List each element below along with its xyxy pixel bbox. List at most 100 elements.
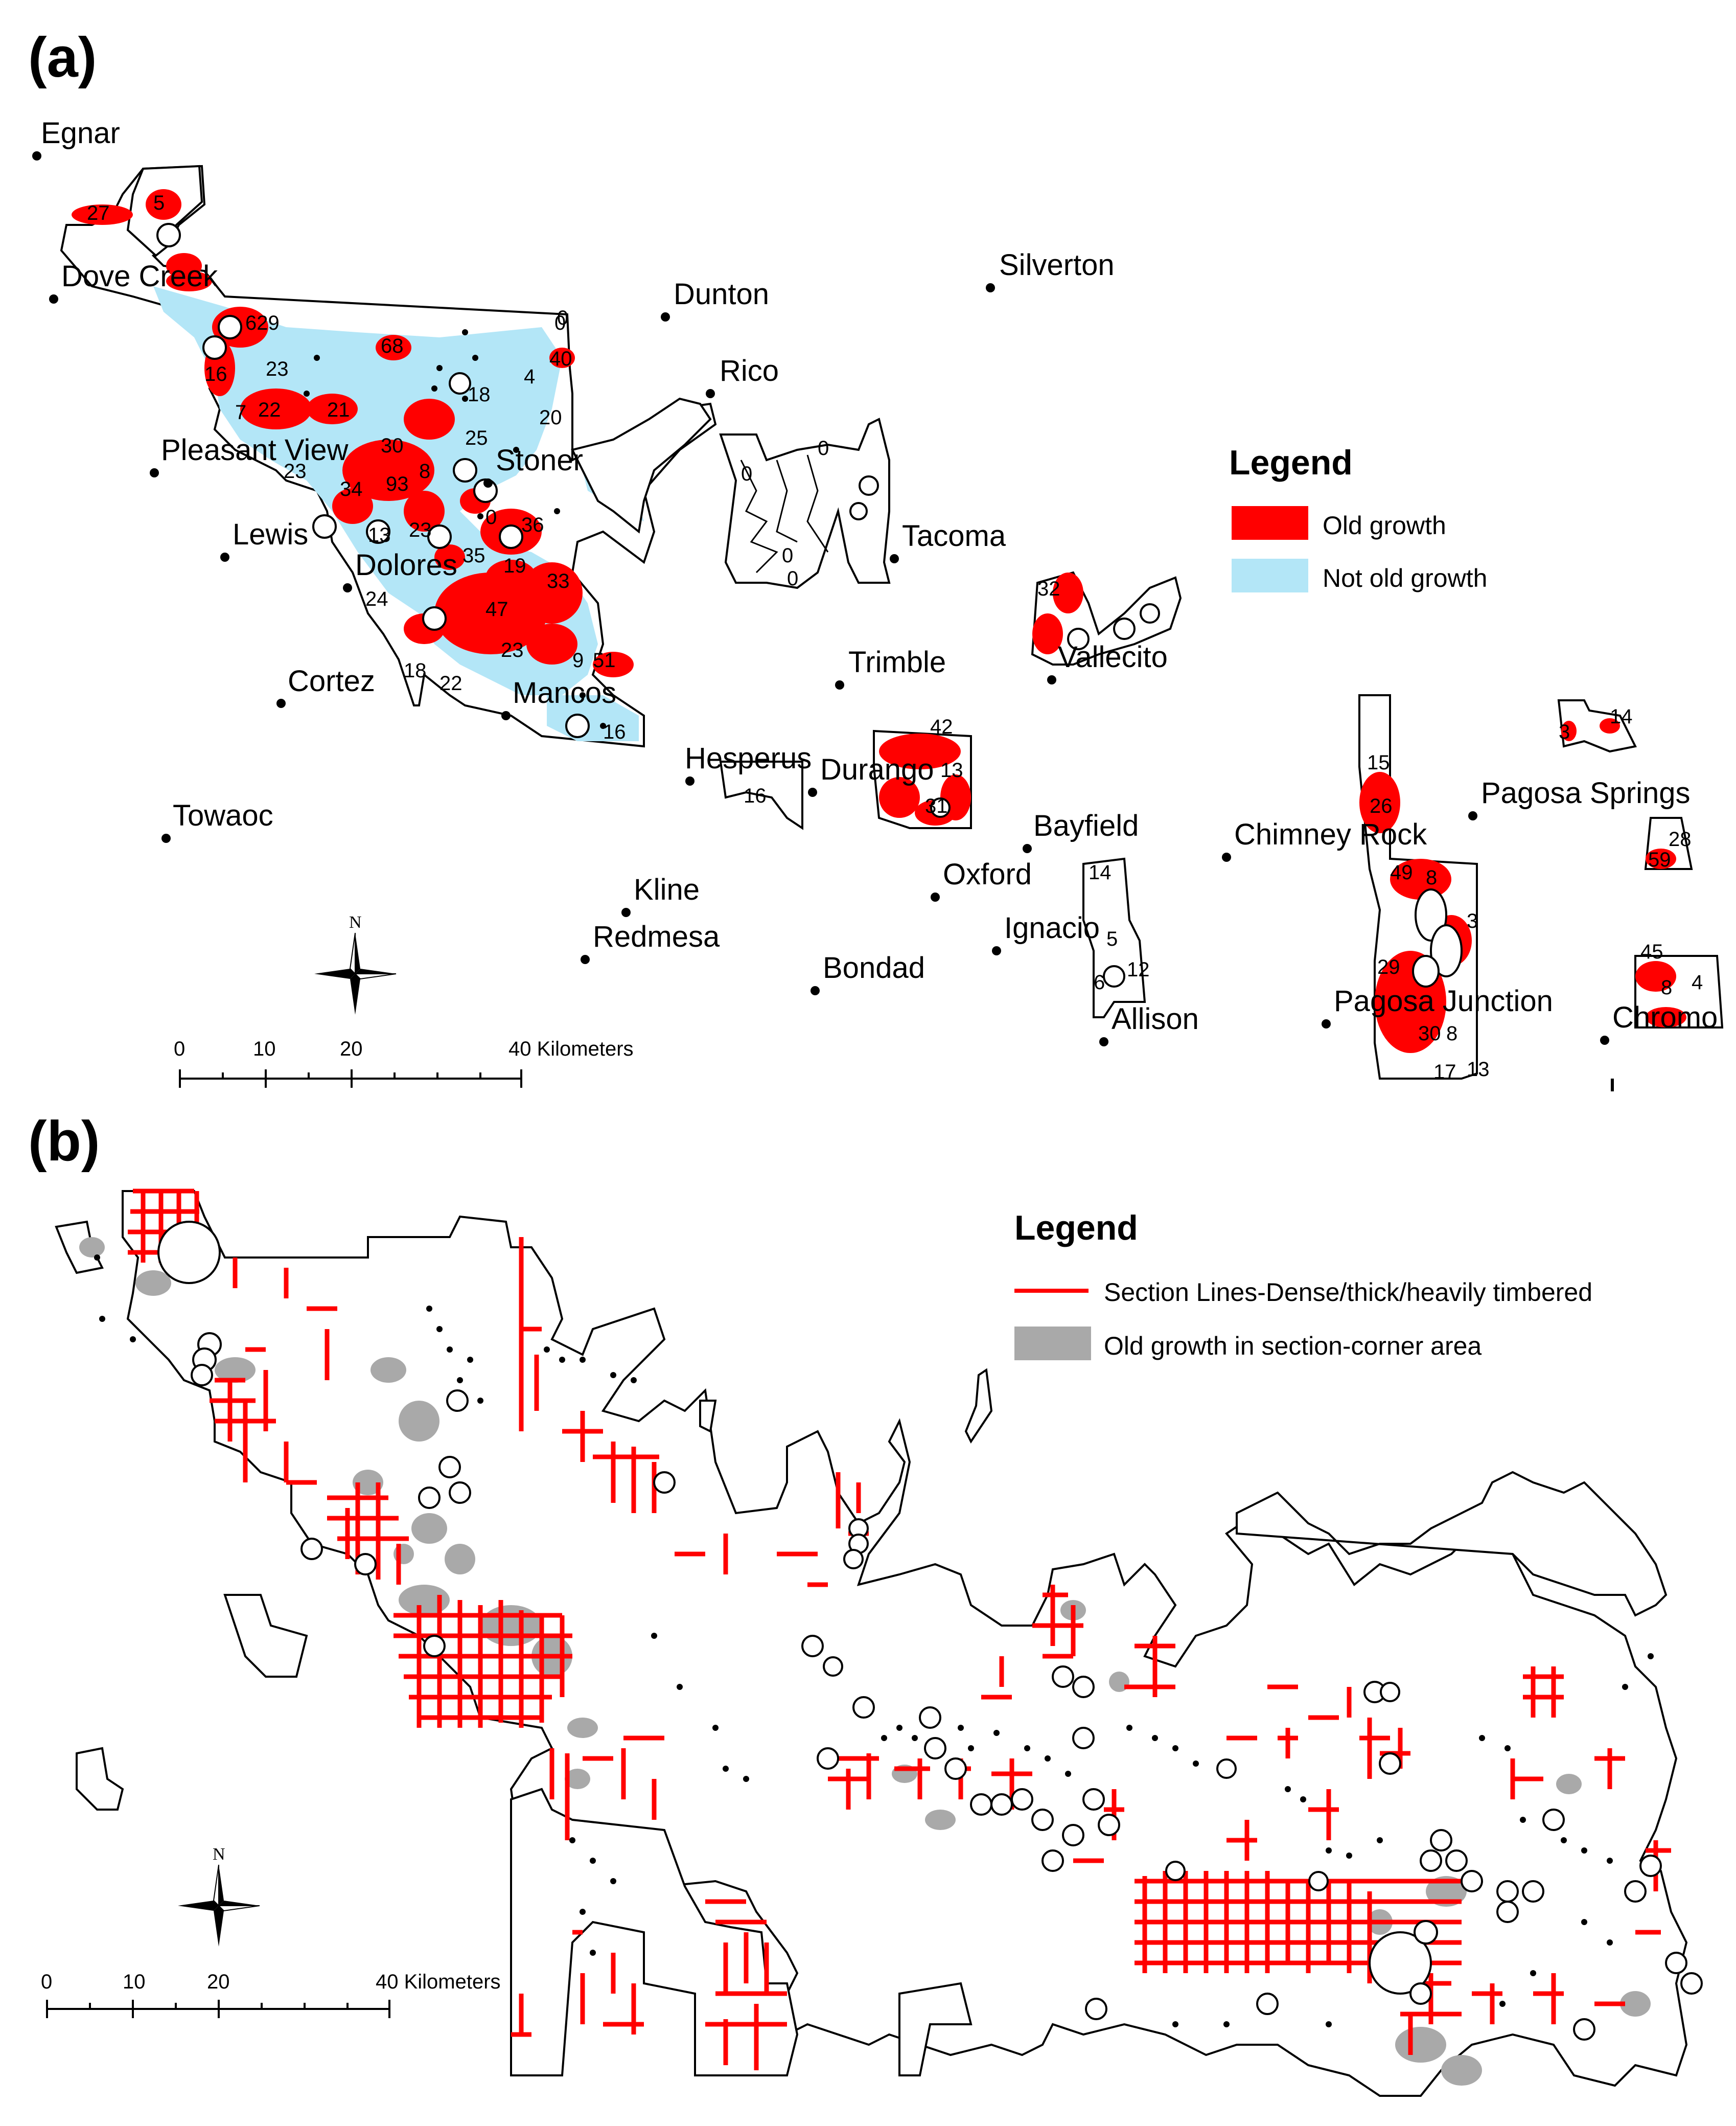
vallecito-unit — [1031, 571, 1182, 666]
plot-number: 36 — [521, 514, 544, 536]
town-label: Cortez — [288, 665, 375, 698]
plot-number: 33 — [547, 570, 570, 592]
town-label: Pagosa Junction — [1334, 985, 1553, 1018]
old-growth-areas — [166, 253, 634, 677]
legend-label: Old growth in section-corner area — [1104, 1332, 1482, 1360]
plot-number: 45 — [1640, 941, 1663, 963]
plot-number: 23 — [284, 460, 307, 483]
legend-a: Legend Old growth Not old growth — [1229, 443, 1487, 592]
plot-number: 4 — [1692, 971, 1703, 994]
plot-number: 629 — [245, 312, 280, 334]
plot-number: 13 — [368, 524, 391, 546]
detached-6 — [699, 1400, 717, 1433]
town-label: Dove Creek — [61, 260, 218, 293]
town-label: Egnar — [41, 117, 120, 150]
hesperus-unit — [719, 761, 803, 830]
plot-number: 32 — [1037, 578, 1060, 600]
plot-number: 7 — [235, 401, 246, 424]
dots-b — [94, 1254, 1654, 2027]
legend-title: Legend — [1014, 1208, 1138, 1247]
plot-number: 40 — [549, 348, 572, 370]
detached-4 — [898, 1982, 973, 2076]
town-label: Dunton — [674, 278, 769, 311]
legend-title: Legend — [1229, 443, 1353, 482]
legend-label: Not old growth — [1323, 564, 1487, 592]
plot-number: 31 — [925, 795, 948, 817]
scale-tick: 0 — [41, 1971, 52, 1993]
legend-swatch-old-growth — [1232, 506, 1308, 540]
town-label: Bondad — [823, 951, 925, 985]
scale-bar-b: 0 10 20 40 Kilometers — [41, 1971, 501, 2018]
rico-arm — [571, 397, 712, 534]
plot-number: 22 — [439, 672, 462, 695]
town-label: Vallecito — [1058, 641, 1168, 674]
plot-number: 23 — [501, 639, 524, 661]
north-arrow-b: N — [178, 1845, 260, 1947]
legend-swatch-not-old-growth — [1232, 559, 1308, 592]
allison-unit — [1082, 857, 1146, 1018]
town-label: Oxford — [943, 858, 1032, 891]
plot-number: 8 — [1446, 1022, 1457, 1045]
plot-number: 21 — [327, 399, 350, 421]
plot-number: 16 — [744, 785, 767, 807]
forest-boundary-b — [122, 1190, 1688, 2097]
plot-number: 16 — [204, 363, 227, 385]
plot-number: 0 — [485, 506, 497, 529]
tacoma-unit — [719, 418, 891, 589]
panel-a-west-unit — [60, 165, 717, 748]
town-label: Bayfield — [1033, 809, 1139, 842]
town-label: Kline — [634, 873, 700, 906]
town-label: Allison — [1112, 1002, 1199, 1036]
legend-swatch-old-growth-corner — [1014, 1327, 1091, 1360]
plot-number: 23 — [266, 358, 289, 380]
town-dots — [32, 151, 1609, 1046]
plot-number: 34 — [340, 478, 363, 500]
town-label: Trimble — [848, 646, 946, 679]
north-label: N — [213, 1845, 225, 1864]
plot-number: 26 — [1370, 795, 1393, 817]
detached-2 — [223, 1594, 308, 1678]
town-label: Rico — [720, 354, 779, 387]
legend-b: Legend Section Lines-Dense/thick/heavily… — [1014, 1208, 1592, 1360]
pagosa-unit — [1358, 694, 1478, 1080]
plot-number: 8 — [419, 460, 430, 483]
plot-number: 35 — [462, 544, 485, 567]
panel-b: (b) — [28, 1110, 1703, 2097]
plot-number: 0 — [554, 312, 566, 334]
corner-circles-b — [157, 1221, 1703, 2041]
plot-number: 0 — [818, 437, 829, 460]
plot-number: 0 — [741, 463, 752, 485]
panel-b-label: (b) — [28, 1110, 100, 1173]
detached-3 — [76, 1747, 124, 1811]
plot-number: 30 — [1418, 1022, 1441, 1045]
plot-number: 68 — [381, 335, 404, 357]
panel-a-label: (a) — [28, 26, 97, 89]
section-lines — [128, 1188, 1671, 2070]
plot-number: 8 — [1661, 976, 1672, 999]
plot-number: 8 — [1426, 866, 1437, 889]
scale-tick: 10 — [123, 1971, 146, 1993]
plot-number: 13 — [940, 759, 963, 782]
plot-number: 49 — [1390, 861, 1413, 884]
plot-number: 16 — [603, 721, 626, 743]
plot-number: 17 — [1433, 1061, 1456, 1083]
town-label: Redmesa — [593, 920, 720, 953]
plot-number: 5 — [153, 192, 165, 214]
plot-number: 28 — [1669, 828, 1692, 851]
town-label: Pleasant View — [161, 433, 349, 467]
plot-number: 6 — [1094, 971, 1105, 994]
plot-number: 14 — [1610, 705, 1633, 728]
scale-tick: 10 — [253, 1038, 276, 1060]
legend-label: Section Lines-Dense/thick/heavily timber… — [1104, 1278, 1592, 1307]
plot-number: 0 — [782, 544, 793, 567]
north-arrow-a: N — [314, 913, 397, 1015]
plot-number: 14 — [1089, 861, 1112, 884]
plot-number: 3 — [1467, 910, 1478, 932]
town-label: Lewis — [233, 518, 308, 551]
town-label: Hesperus — [685, 742, 812, 775]
town-label: Stoner — [496, 444, 583, 477]
plot-number: 47 — [485, 598, 508, 621]
town-label: Durango — [820, 753, 934, 786]
plot-number: 93 — [386, 473, 409, 495]
